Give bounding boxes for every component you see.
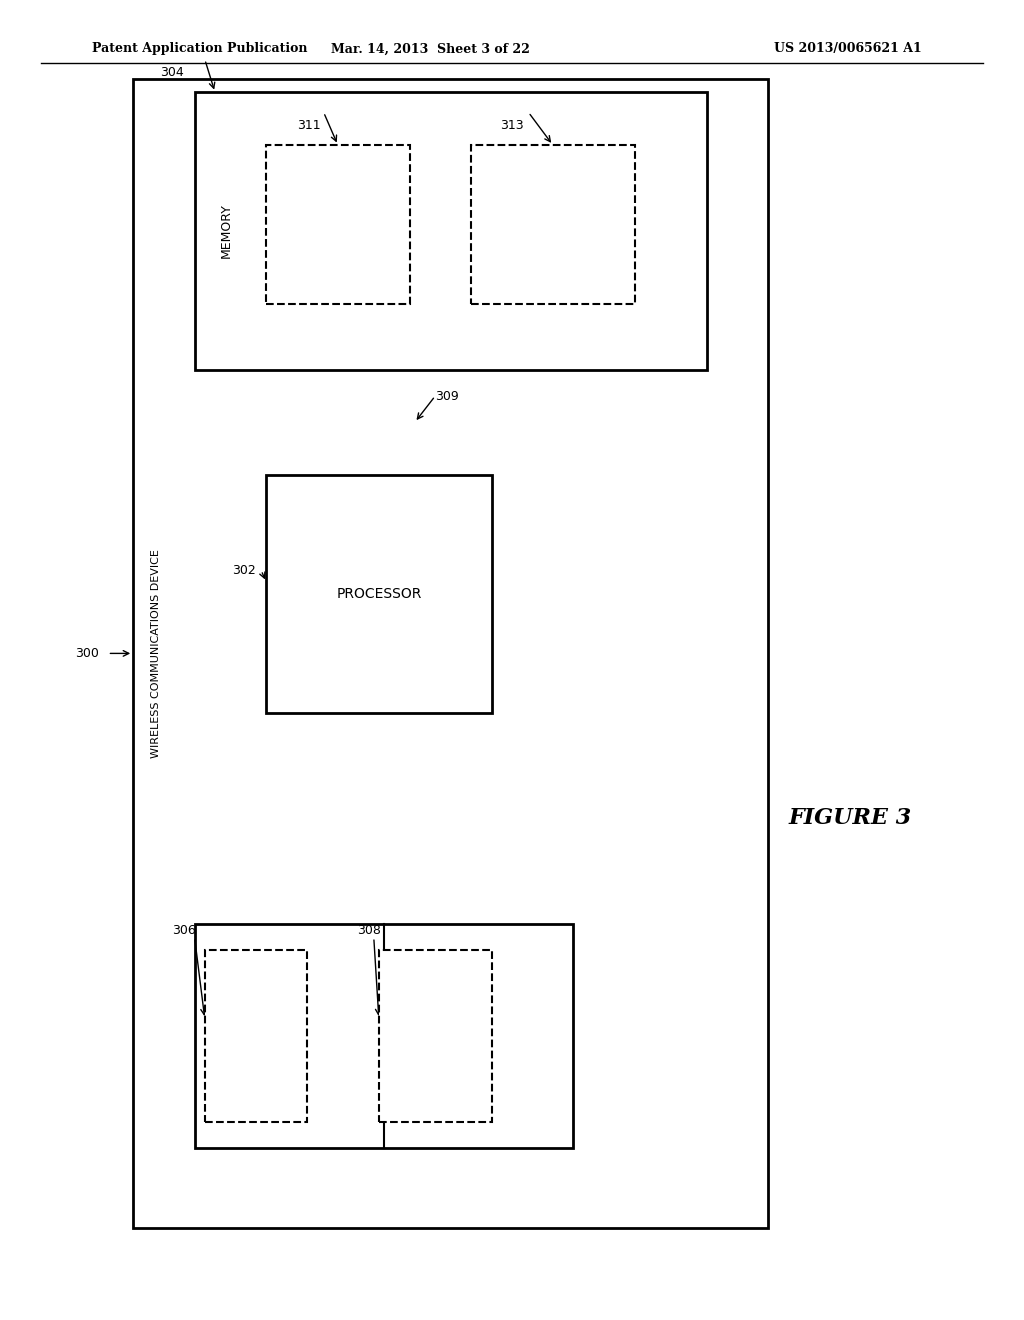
Bar xyxy=(133,79,768,1228)
Text: PROCESSOR: PROCESSOR xyxy=(336,587,422,601)
Text: 308: 308 xyxy=(356,924,381,937)
Text: OUTPUT: OUTPUT xyxy=(429,1011,441,1061)
Text: MEMORY: MEMORY xyxy=(220,203,233,259)
Text: ROUTINES: ROUTINES xyxy=(332,193,344,256)
Bar xyxy=(266,145,410,304)
Bar xyxy=(205,950,307,1122)
Text: Mar. 14, 2013  Sheet 3 of 22: Mar. 14, 2013 Sheet 3 of 22 xyxy=(331,42,529,55)
Text: INPUT: INPUT xyxy=(250,1018,262,1055)
Text: WIRELESS COMMUNICATIONS DEVICE: WIRELESS COMMUNICATIONS DEVICE xyxy=(151,549,161,758)
Text: 306: 306 xyxy=(172,924,197,937)
Text: 313: 313 xyxy=(500,119,524,132)
Text: 304: 304 xyxy=(161,66,184,79)
Text: Patent Application Publication: Patent Application Publication xyxy=(92,42,307,55)
Text: 311: 311 xyxy=(297,119,322,132)
Bar xyxy=(195,92,707,370)
Bar xyxy=(266,475,492,713)
Text: FIGURE 3: FIGURE 3 xyxy=(788,808,911,829)
Text: 300: 300 xyxy=(75,647,99,660)
Text: 302: 302 xyxy=(232,564,256,577)
Bar xyxy=(195,924,573,1148)
Bar xyxy=(471,145,635,304)
Bar xyxy=(379,950,492,1122)
Text: DATA/
INFORMATION: DATA/ INFORMATION xyxy=(542,185,564,264)
Text: US 2013/0065621 A1: US 2013/0065621 A1 xyxy=(774,42,922,55)
Text: 309: 309 xyxy=(435,389,459,403)
